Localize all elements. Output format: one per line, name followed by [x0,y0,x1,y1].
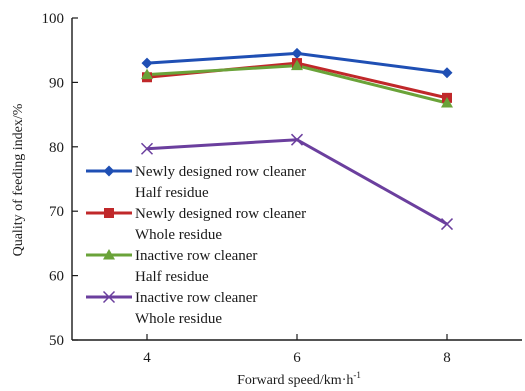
series-line [146,64,448,105]
legend-label-line1: Inactive row cleaner [135,248,257,264]
x-ticks: 4 6 8 [143,334,451,366]
data-point-diamond [441,67,453,79]
x-marker-stroke [440,218,454,231]
y-tick-label: 70 [49,204,64,220]
legend-item: Newly designed row cleaner Half residue [86,164,306,201]
series-markers [140,47,454,231]
legend-label-line1: Newly designed row cleaner [135,164,306,180]
data-point-x [140,142,154,155]
y-ticks: 50 60 70 80 90 100 [42,11,78,349]
legend-marker-diamond [103,165,115,177]
data-point-x [290,133,304,146]
x-axis-label-text: Forward speed/km·h [237,373,353,388]
legend-marker-x [102,290,116,304]
legend-label-line1: Newly designed row cleaner [135,206,306,222]
x-marker-stroke [102,290,116,304]
y-axis-label: Quality of feeding index/% [11,103,26,256]
legend-label-line1: Inactive row cleaner [135,290,257,306]
y-tick-label: 100 [42,11,65,27]
legend-label-line2: Whole residue [135,311,222,327]
legend-item: Inactive row cleaner Half residue [86,248,257,285]
data-point-diamond [141,57,153,69]
y-tick-label: 50 [49,333,64,349]
legend-marker-triangle [103,249,115,260]
plot-area: 50 60 70 80 90 100 4 6 8 [42,11,522,366]
legend-label-line2: Half residue [135,269,209,285]
legend-item: Inactive row cleaner Whole residue [86,290,257,327]
legend-marker-square [104,208,114,218]
x-marker-stroke [290,133,304,146]
legend-item: Newly designed row cleaner Whole residue [86,206,306,243]
data-point-x [440,218,454,231]
legend-label-line2: Half residue [135,185,209,201]
data-point-triangle [141,68,153,80]
data-point-diamond [291,47,303,59]
y-tick-label: 80 [49,140,64,156]
x-axis-label-superscript: -1 [353,370,361,380]
legend-label-line2: Whole residue [135,227,222,243]
data-point-triangle [291,59,303,71]
x-tick-label: 6 [293,350,301,366]
y-tick-label: 60 [49,269,64,285]
x-tick-label: 8 [443,350,451,366]
y-tick-label: 90 [49,75,64,91]
x-tick-label: 4 [143,350,151,366]
x-axis-label: Forward speed/km·h-1 [237,370,361,388]
data-point-triangle [441,97,453,108]
x-marker-stroke [140,142,154,155]
